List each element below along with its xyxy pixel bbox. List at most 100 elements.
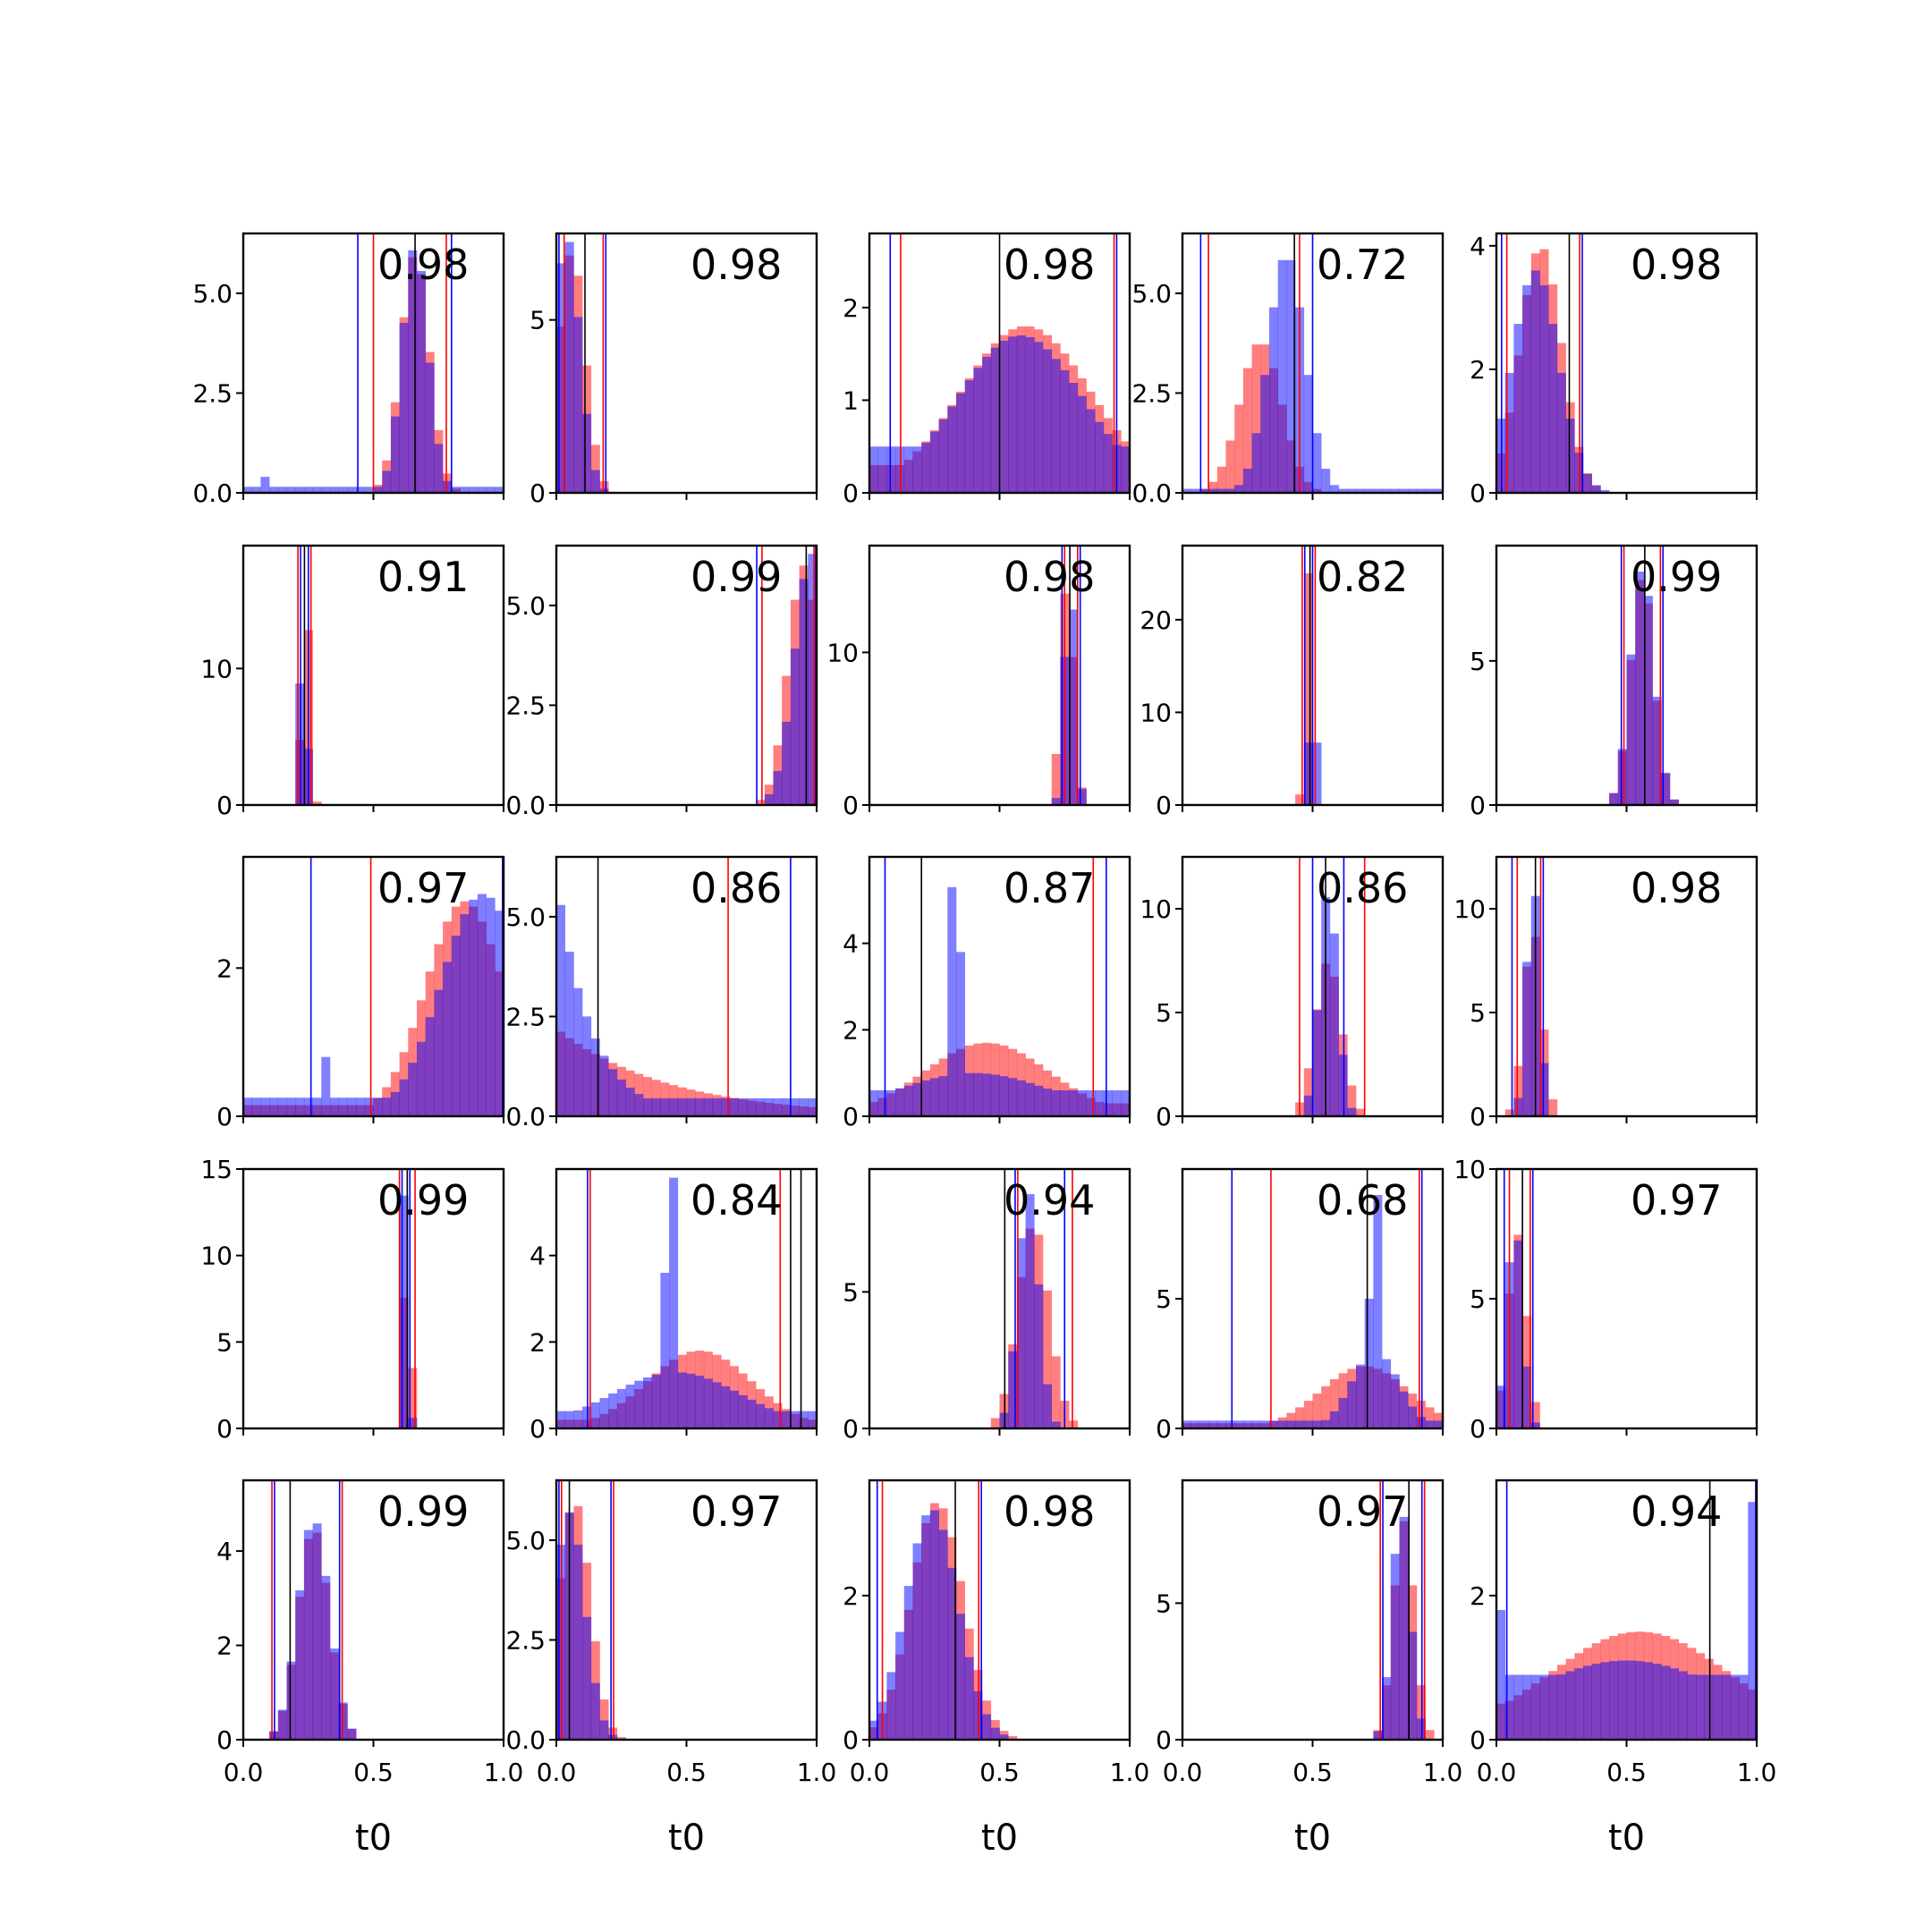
red-histogram-bar — [1303, 1401, 1313, 1428]
histogram-panel-4: 0.0 2.5 5.0 0.72 — [1131, 232, 1445, 508]
blue-histogram-bar — [1565, 419, 1575, 493]
histogram-panel-18: 050.94 — [843, 1167, 1131, 1444]
blue-histogram-bar — [1687, 1674, 1697, 1740]
x-tick-label: 0.0 — [537, 1758, 577, 1787]
y-tick-label: 10 — [826, 638, 859, 667]
blue-histogram-bar — [303, 1097, 313, 1116]
blue-histogram-bar — [1434, 1420, 1444, 1428]
blue-histogram-bar — [869, 446, 878, 493]
blue-histogram-bar — [408, 1418, 418, 1428]
y-tick-label: 10 — [200, 654, 233, 683]
x-tick-label: 0.5 — [666, 1758, 707, 1787]
histogram-panel-23: 0 2 0.0 0.5 1.0 0.98 t0 — [843, 1479, 1150, 1859]
panel-score-label: 0.98 — [691, 241, 782, 289]
blue-histogram-bar — [277, 487, 287, 493]
blue-histogram-bar — [590, 1038, 600, 1116]
blue-histogram-bar — [286, 1097, 296, 1116]
blue-histogram-bar — [1565, 1671, 1575, 1740]
blue-histogram-bar — [573, 987, 583, 1116]
blue-histogram-bar — [938, 419, 948, 493]
histogram-panel-19: 050.68 — [1156, 1167, 1445, 1444]
y-tick-label: 0 — [1470, 1414, 1486, 1444]
y-tick-label: 0 — [1470, 479, 1486, 508]
red-histogram-bar — [1416, 1401, 1426, 1428]
blue-histogram-bar — [338, 1702, 348, 1740]
histogram-panel-20: 0 5 10 0.97 — [1453, 1155, 1758, 1444]
blue-histogram-bar — [712, 1097, 722, 1116]
red-histogram-bar — [1242, 368, 1252, 493]
y-tick-label: 0 — [216, 1725, 233, 1755]
blue-histogram-bar — [782, 1411, 792, 1428]
blue-histogram-bar — [495, 487, 504, 493]
blue-histogram-bar — [1670, 799, 1679, 805]
blue-histogram-bar — [277, 1097, 287, 1116]
x-tick-label: 1.0 — [1737, 1758, 1777, 1787]
blue-histogram-bar — [1347, 1381, 1357, 1428]
blue-histogram-bar — [990, 1727, 1000, 1740]
blue-histogram-bar — [1043, 1384, 1052, 1428]
blue-histogram-bar — [330, 1648, 339, 1740]
blue-histogram-bar — [1312, 1420, 1322, 1428]
blue-histogram-bar — [886, 1090, 896, 1116]
blue-histogram-bar — [1095, 1090, 1105, 1116]
blue-histogram-bar — [1661, 772, 1671, 805]
x-tick-label: 1.0 — [797, 1758, 837, 1787]
x-tick-label: 1.0 — [1110, 1758, 1150, 1787]
histogram-panel-14: 0 5 10 0.86 — [1140, 855, 1445, 1131]
blue-histogram-bar — [1051, 359, 1061, 493]
blue-histogram-bar — [1260, 1420, 1270, 1428]
blue-histogram-bar — [947, 886, 957, 1116]
red-histogram-bar — [651, 1080, 661, 1116]
y-tick-label: 2 — [216, 953, 233, 983]
blue-histogram-bar — [582, 1406, 592, 1428]
y-tick-label: 0 — [1470, 1725, 1486, 1755]
blue-histogram-bar — [1051, 1421, 1061, 1428]
x-tick-label: 0.5 — [353, 1758, 394, 1787]
panel-score-label: 0.94 — [1004, 1176, 1095, 1224]
blue-histogram-bar — [1600, 489, 1610, 493]
blue-histogram-bar — [599, 1055, 609, 1116]
blue-histogram-bar — [1416, 1417, 1426, 1428]
blue-histogram-bar — [1069, 1090, 1079, 1116]
blue-histogram-bar — [956, 393, 965, 493]
blue-histogram-bar — [1312, 1010, 1322, 1116]
blue-histogram-bar — [921, 1515, 931, 1740]
blue-histogram-bar — [964, 380, 974, 493]
blue-histogram-bar — [886, 446, 896, 493]
blue-histogram-bar — [434, 444, 444, 493]
blue-histogram-bar — [1382, 488, 1392, 493]
red-histogram-bar — [1234, 404, 1244, 493]
red-histogram-bar — [1303, 1068, 1313, 1116]
panel-score-label: 0.99 — [691, 553, 782, 601]
y-tick-label: 0 — [530, 1414, 546, 1444]
histogram-panel-13: 0 2 4 0.87 — [843, 855, 1131, 1131]
blue-histogram-bar — [660, 1097, 670, 1116]
blue-histogram-bar — [1251, 433, 1261, 493]
panel-score-label: 0.99 — [377, 1176, 469, 1224]
blue-histogram-bar — [1269, 307, 1278, 493]
y-tick-label: 5.0 — [192, 279, 233, 309]
blue-histogram-bar — [973, 1072, 983, 1116]
histogram-panel-2: 050.98 — [530, 232, 818, 508]
blue-histogram-bar — [1617, 749, 1627, 805]
blue-histogram-bar — [469, 487, 479, 493]
blue-histogram-bar — [1513, 324, 1523, 493]
blue-histogram-bar — [929, 1510, 939, 1740]
blue-histogram-bar — [738, 1394, 748, 1428]
blue-histogram-bar — [756, 1403, 766, 1428]
blue-histogram-bar — [669, 1177, 679, 1428]
blue-histogram-bar — [1242, 469, 1252, 493]
blue-histogram-bar — [1234, 1420, 1244, 1428]
blue-histogram-bar — [1425, 1420, 1435, 1428]
blue-histogram-bar — [425, 362, 435, 493]
blue-histogram-bar — [764, 794, 774, 805]
blue-histogram-bar — [321, 487, 331, 493]
blue-histogram-bar — [929, 431, 939, 493]
red-histogram-bar — [608, 1727, 618, 1740]
y-tick-label: 0 — [1156, 1414, 1172, 1444]
blue-histogram-bar — [1696, 1674, 1706, 1740]
blue-histogram-bar — [999, 340, 1009, 493]
blue-histogram-bar — [321, 1056, 331, 1116]
blue-histogram-bar — [269, 1097, 279, 1116]
blue-histogram-bar — [373, 1097, 383, 1116]
